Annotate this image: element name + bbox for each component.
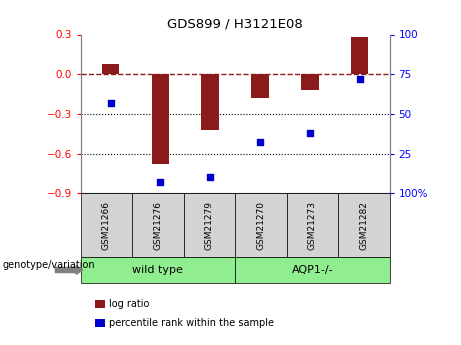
Point	[107, 100, 114, 106]
Point	[207, 175, 214, 180]
Text: GSM21276: GSM21276	[154, 200, 162, 250]
Bar	[201, 74, 219, 130]
Text: log ratio: log ratio	[109, 299, 150, 309]
Point	[306, 130, 313, 136]
Bar	[351, 37, 368, 74]
Text: GSM21273: GSM21273	[308, 200, 317, 250]
Bar	[301, 74, 319, 90]
Text: GSM21270: GSM21270	[256, 200, 266, 250]
Point	[157, 179, 164, 185]
Text: wild type: wild type	[132, 265, 183, 275]
Point	[256, 140, 264, 145]
Bar	[251, 74, 269, 98]
Text: genotype/variation: genotype/variation	[2, 260, 95, 270]
Text: GSM21266: GSM21266	[102, 200, 111, 250]
Bar	[152, 74, 169, 164]
Text: AQP1-/-: AQP1-/-	[291, 265, 333, 275]
Bar	[102, 63, 119, 74]
Text: percentile rank within the sample: percentile rank within the sample	[109, 318, 274, 328]
Text: GSM21279: GSM21279	[205, 200, 214, 250]
Title: GDS899 / H3121E08: GDS899 / H3121E08	[167, 18, 303, 31]
Point	[356, 76, 363, 82]
Text: GSM21282: GSM21282	[359, 201, 368, 249]
